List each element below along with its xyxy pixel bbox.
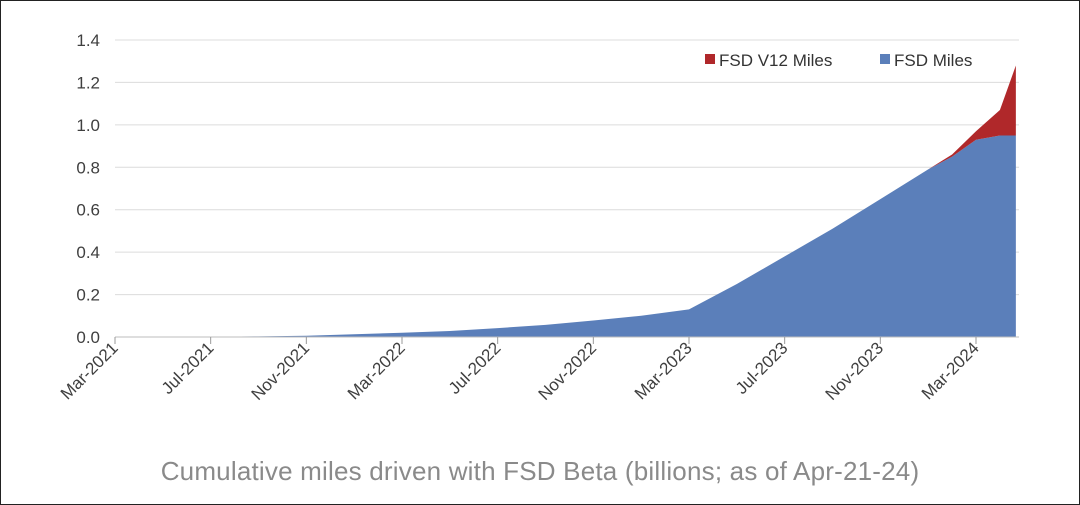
legend-label: FSD V12 Miles bbox=[719, 51, 832, 70]
y-tick-label: 1.0 bbox=[76, 116, 100, 135]
legend: FSD V12 Miles FSD Miles bbox=[705, 51, 972, 70]
area-series bbox=[115, 65, 1016, 337]
chart-title: Cumulative miles driven with FSD Beta (b… bbox=[160, 456, 920, 486]
y-tick-label: 0.0 bbox=[76, 328, 100, 347]
x-tick-label: Nov-2023 bbox=[822, 338, 888, 404]
y-tick-label: 0.4 bbox=[76, 243, 100, 262]
x-tick-label: Jul-2022 bbox=[445, 338, 505, 398]
y-tick-label: 0.8 bbox=[76, 158, 100, 177]
y-tick-label: 0.6 bbox=[76, 201, 100, 220]
x-tick-label: Mar-2021 bbox=[57, 338, 122, 403]
x-tick-label: Nov-2021 bbox=[248, 338, 314, 404]
legend-swatch bbox=[705, 54, 715, 64]
x-tick-label: Mar-2024 bbox=[918, 338, 983, 403]
y-tick-label: 1.2 bbox=[76, 73, 100, 92]
x-tick-label: Jul-2023 bbox=[732, 338, 792, 398]
x-tick-label: Mar-2022 bbox=[344, 338, 409, 403]
area-fsd-miles bbox=[115, 135, 1016, 337]
y-tick-label: 0.2 bbox=[76, 286, 100, 305]
x-tick-label: Jul-2021 bbox=[158, 338, 218, 398]
x-tick-label: Nov-2022 bbox=[535, 338, 601, 404]
x-tick-label: Mar-2023 bbox=[631, 338, 696, 403]
y-tick-label: 1.4 bbox=[76, 31, 100, 50]
legend-swatch bbox=[880, 54, 890, 64]
legend-label: FSD Miles bbox=[894, 51, 972, 70]
